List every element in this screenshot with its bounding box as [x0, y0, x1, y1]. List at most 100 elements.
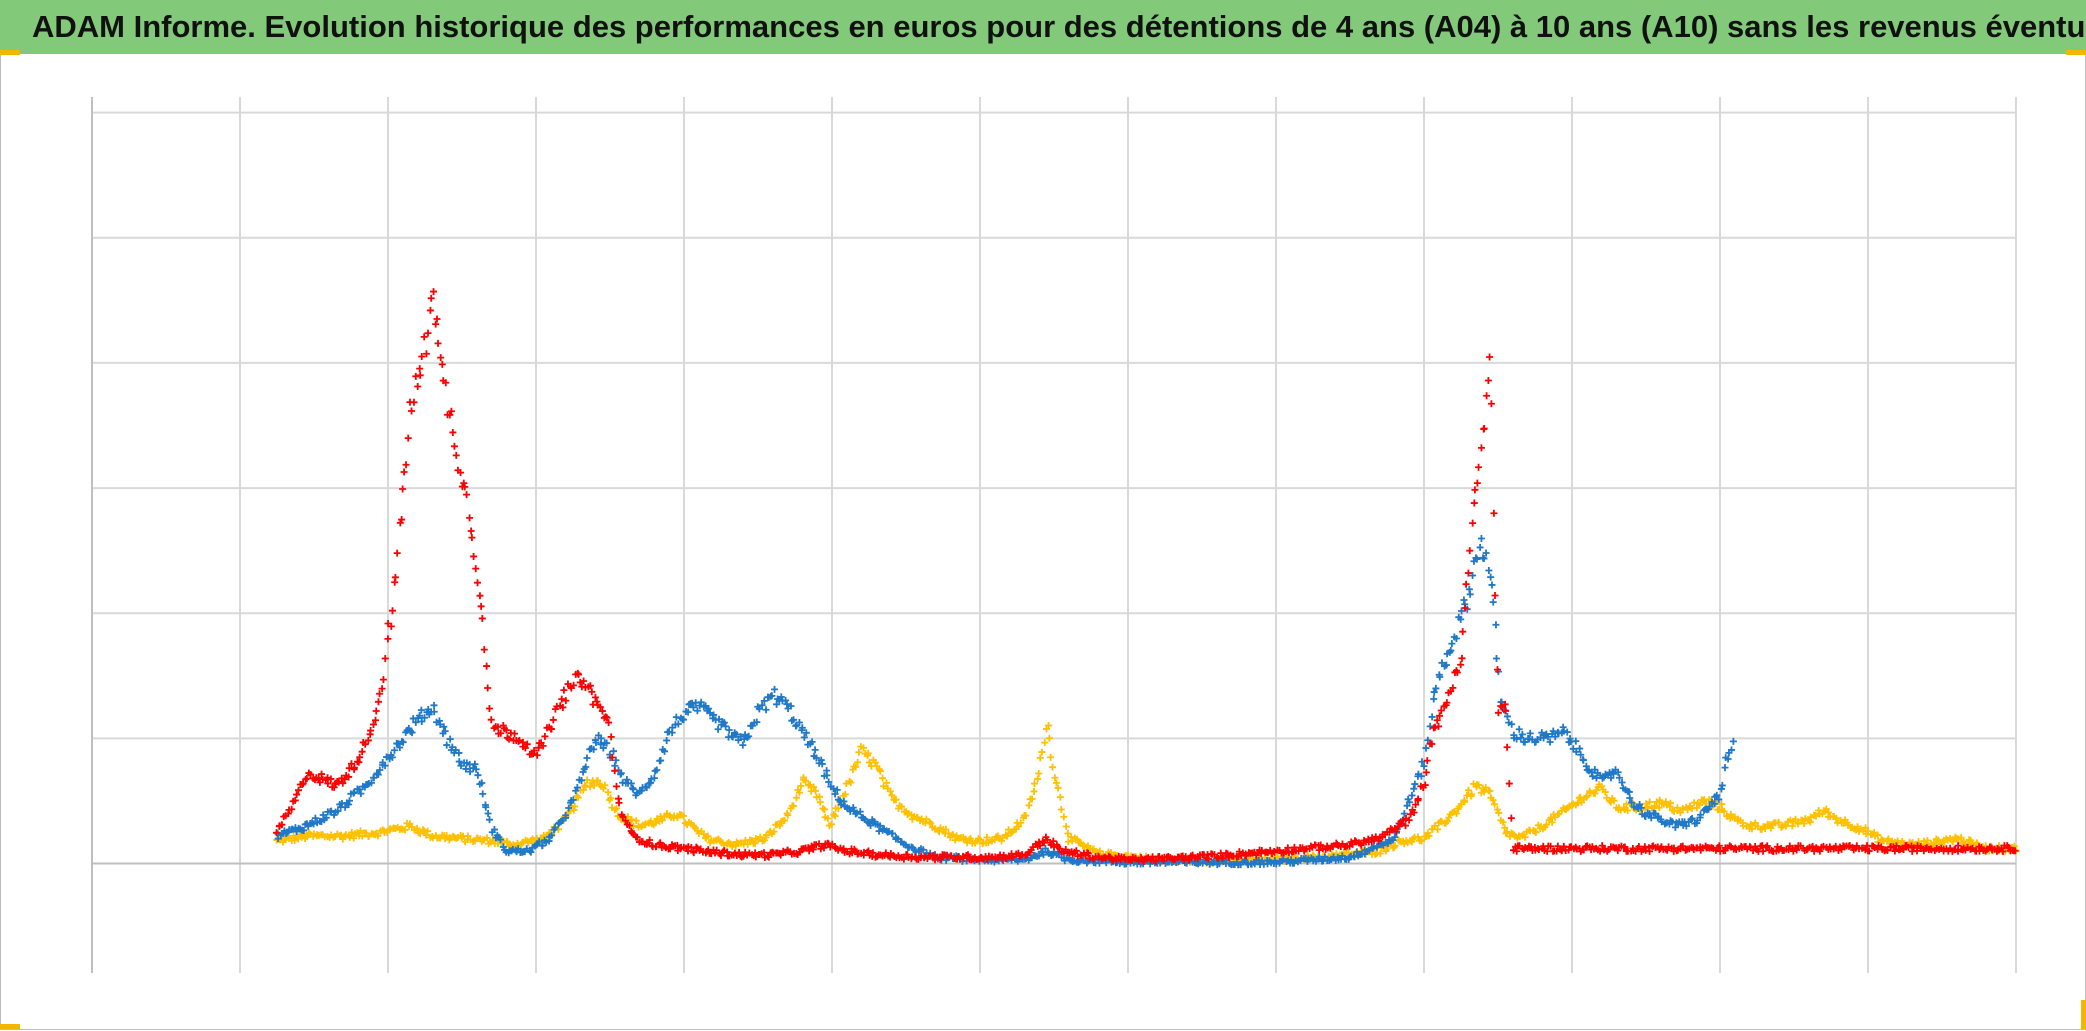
data-point: [1062, 822, 1070, 830]
data-point: [272, 829, 280, 837]
data-point: [1466, 590, 1474, 598]
data-point: [1732, 846, 1740, 854]
data-point: [372, 707, 380, 715]
data-point: [527, 848, 535, 856]
data-point: [1036, 754, 1044, 762]
data-point: [1475, 463, 1483, 471]
data-point: [1476, 543, 1484, 551]
data-point: [883, 779, 891, 787]
data-point: [607, 794, 615, 802]
data-point: [530, 746, 538, 754]
data-point: [1490, 509, 1498, 517]
data-point: [1576, 745, 1584, 753]
data-point: [1865, 847, 1873, 855]
data-point: [420, 714, 428, 722]
data-point: [831, 790, 839, 798]
data-point: [689, 703, 697, 711]
data-point: [446, 411, 454, 419]
data-point: [356, 827, 364, 835]
data-point: [452, 451, 460, 459]
data-point: [927, 819, 935, 827]
data-point: [784, 811, 792, 819]
data-point: [1443, 817, 1451, 825]
data-point: [565, 804, 573, 812]
data-point: [1788, 822, 1796, 830]
data-point: [1060, 813, 1068, 821]
data-point: [856, 808, 864, 816]
data-point: [310, 820, 318, 828]
data-point: [830, 785, 838, 793]
data-point: [574, 794, 582, 802]
data-point: [1213, 853, 1221, 861]
data-point: [474, 771, 482, 779]
data-point: [810, 783, 818, 791]
data-point: [797, 782, 805, 790]
data-point: [1635, 843, 1643, 851]
data-point: [1717, 785, 1725, 793]
data-point: [307, 770, 315, 778]
data-point: [1482, 549, 1490, 557]
data-point: [1800, 820, 1808, 828]
data-point: [1601, 788, 1609, 796]
data-point: [860, 744, 868, 752]
data-point: [1317, 841, 1325, 849]
data-point: [583, 754, 591, 762]
data-point: [792, 794, 800, 802]
data-point: [1930, 839, 1938, 847]
data-point: [1724, 755, 1732, 763]
data-point: [1646, 798, 1654, 806]
data-point: [1491, 800, 1499, 808]
data-point: [535, 838, 543, 846]
data-point: [594, 777, 602, 785]
data-point: [1665, 843, 1673, 851]
data-point: [418, 353, 426, 361]
data-point: [1056, 793, 1064, 801]
data-point: [390, 746, 398, 754]
data-point: [1471, 486, 1479, 494]
data-point: [1449, 684, 1457, 692]
data-point: [1618, 779, 1626, 787]
data-point: [714, 725, 722, 733]
data-point: [394, 740, 402, 748]
data-point: [483, 662, 491, 670]
data-point: [361, 740, 369, 748]
data-point: [461, 483, 469, 491]
data-point: [975, 835, 983, 843]
data-point: [643, 840, 651, 848]
data-point: [608, 753, 616, 761]
data-point: [1432, 684, 1440, 692]
data-point: [438, 360, 446, 368]
data-point: [1452, 635, 1460, 643]
data-point: [643, 784, 651, 792]
data-point: [1435, 722, 1443, 730]
data-point: [1487, 573, 1495, 581]
data-point: [1485, 566, 1493, 574]
data-point: [1477, 444, 1485, 452]
data-point: [1405, 816, 1413, 824]
data-point: [560, 686, 568, 694]
data-point: [1038, 748, 1046, 756]
data-point: [430, 701, 438, 709]
data-point: [379, 676, 387, 684]
data-point: [900, 855, 908, 863]
data-point: [562, 811, 570, 819]
data-point: [1491, 591, 1499, 599]
data-point: [1464, 786, 1472, 794]
data-point: [949, 831, 957, 839]
data-point: [732, 730, 740, 738]
data-point: [762, 706, 770, 714]
data-point: [1626, 794, 1634, 802]
data-point: [930, 852, 938, 860]
data-point: [795, 789, 803, 797]
data-point: [410, 398, 418, 406]
data-point: [1607, 774, 1615, 782]
data-point: [1436, 673, 1444, 681]
data-point: [1470, 499, 1478, 507]
data-point: [1763, 842, 1771, 850]
data-point: [1621, 843, 1629, 851]
data-point: [1489, 796, 1497, 804]
data-point: [983, 833, 991, 841]
data-point: [967, 835, 975, 843]
data-point: [476, 592, 484, 600]
data-point: [376, 690, 384, 698]
